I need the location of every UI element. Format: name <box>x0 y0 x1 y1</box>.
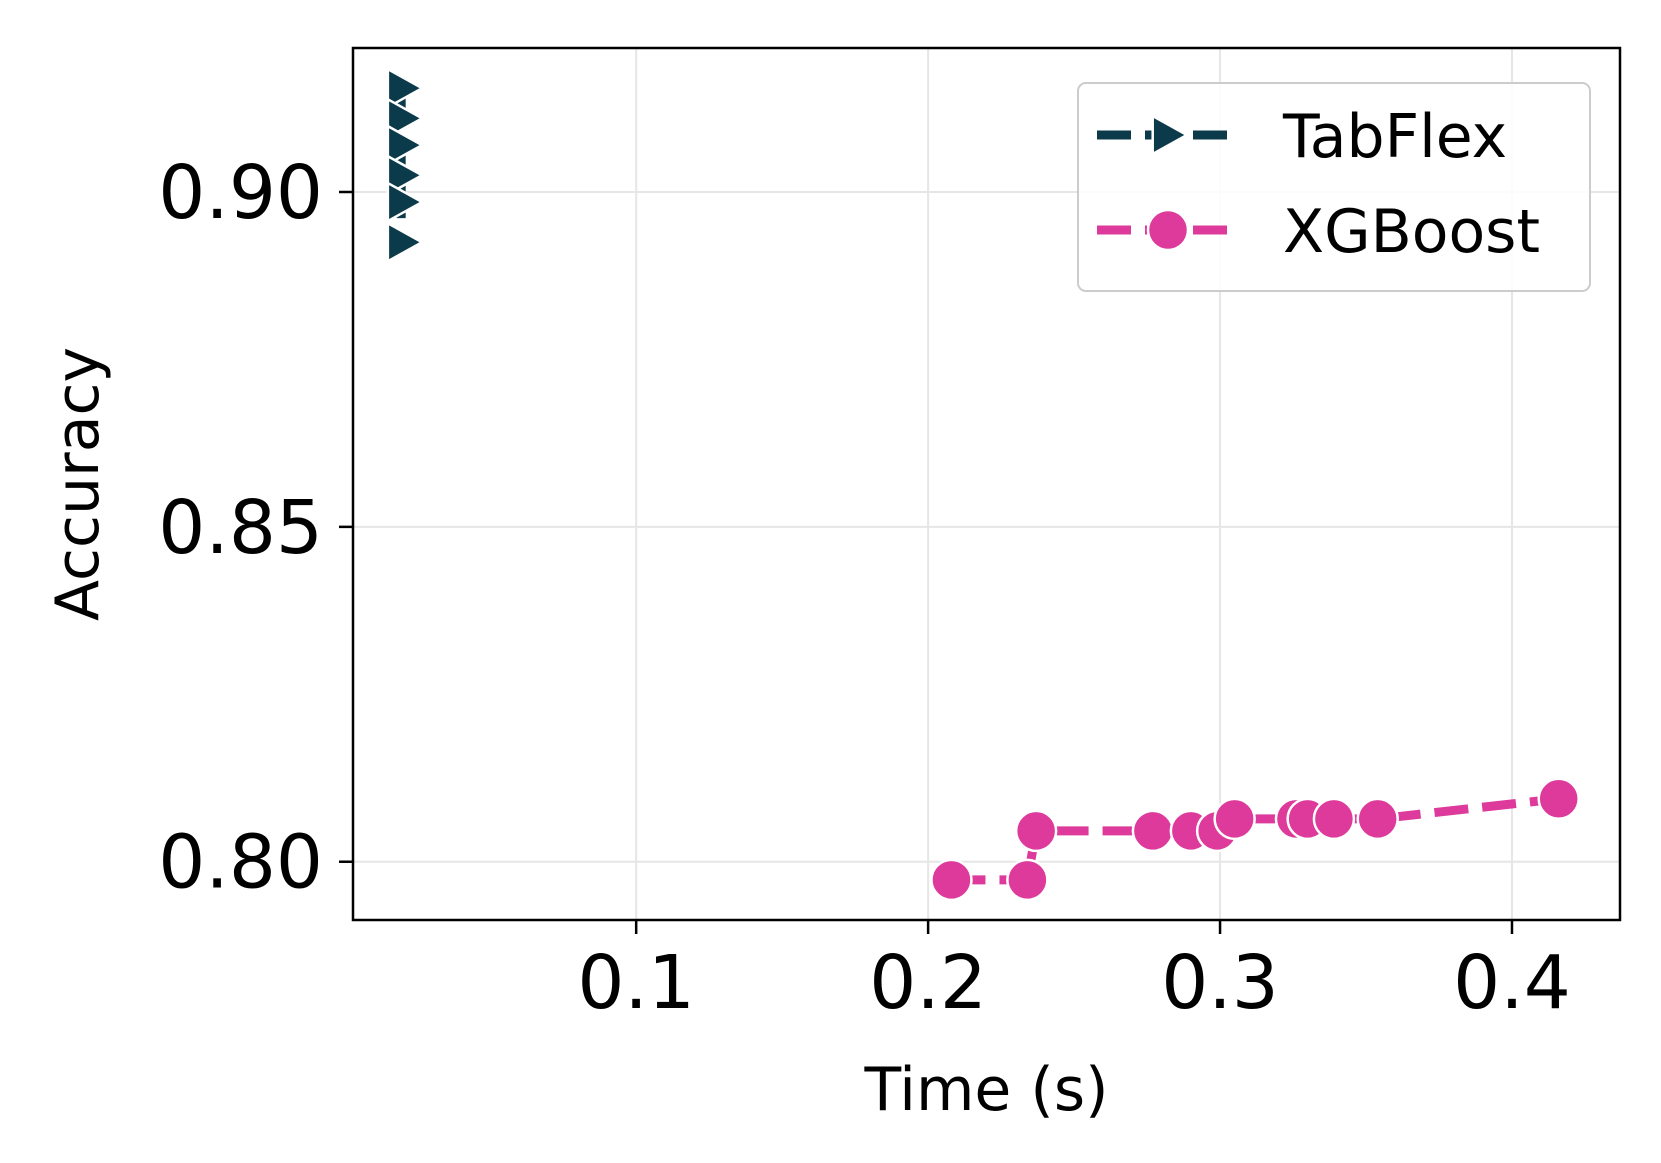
x-tick-label: 0.2 <box>869 940 987 1026</box>
x-tick-label: 0.1 <box>577 940 695 1026</box>
tick-layer: 0.1 0.2 0.3 0.4 0.80 0.85 0.90 <box>158 150 1571 1026</box>
data-point <box>930 858 973 902</box>
data-point <box>1131 809 1175 853</box>
legend-marker <box>1151 113 1190 157</box>
axes-frame <box>351 46 1622 922</box>
legend-item-tabflex: TabFlex <box>1097 102 1507 172</box>
data-point <box>1006 858 1049 902</box>
x-axis-label: Time (s) <box>864 1055 1109 1125</box>
data-point <box>386 123 425 167</box>
data-point <box>386 67 425 110</box>
data-point <box>386 97 425 140</box>
series-layer <box>386 67 1580 902</box>
y-tick-label: 0.85 <box>158 485 323 571</box>
series-xgboost <box>930 777 1580 902</box>
data-point <box>1312 797 1356 841</box>
x-tick-label: 0.4 <box>1453 940 1571 1026</box>
legend: TabFlex XGBoost <box>1077 82 1591 292</box>
data-point <box>386 180 425 224</box>
y-tick-label: 0.90 <box>158 150 323 236</box>
series-tabflex <box>386 67 425 264</box>
data-point <box>1537 777 1580 821</box>
legend-item-xgboost: XGBoost <box>1097 197 1540 267</box>
data-point <box>1356 797 1399 841</box>
y-tick-label: 0.80 <box>158 820 323 906</box>
legend-label: TabFlex <box>1282 102 1507 172</box>
data-point <box>1213 797 1256 841</box>
data-point <box>386 154 425 197</box>
data-point <box>1014 809 1058 853</box>
x-tick-label: 0.3 <box>1161 940 1279 1026</box>
legend-marker <box>1146 208 1190 252</box>
data-point <box>386 221 425 264</box>
legend-label: XGBoost <box>1283 197 1540 267</box>
y-axis-label: Accuracy <box>43 347 113 621</box>
